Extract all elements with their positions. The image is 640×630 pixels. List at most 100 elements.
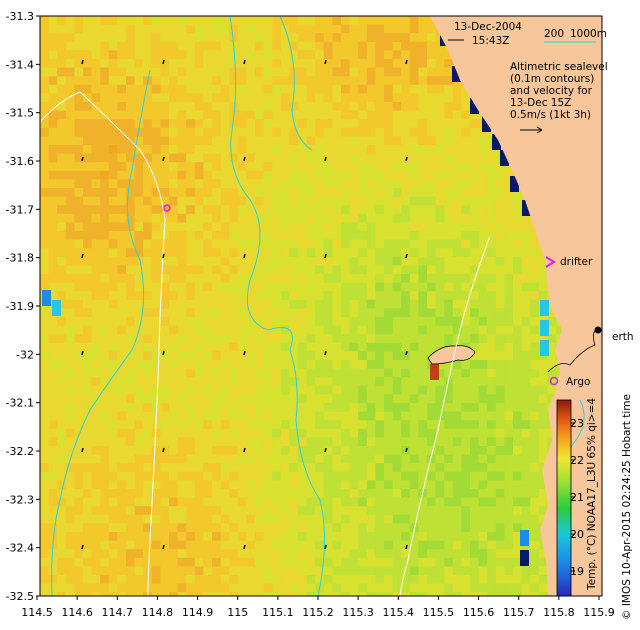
sst-pixel <box>366 377 376 387</box>
sst-pixel <box>349 50 359 60</box>
sst-pixel <box>65 523 75 533</box>
sst-pixel <box>452 540 462 550</box>
sst-pixel <box>212 282 222 292</box>
sst-pixel <box>358 497 368 507</box>
sst-pixel <box>392 299 402 309</box>
sst-pixel <box>212 428 222 438</box>
sst-pixel <box>306 84 316 94</box>
sst-pixel <box>427 411 437 421</box>
sst-pixel <box>143 394 153 404</box>
sst-pixel <box>315 317 325 327</box>
sst-pixel <box>134 334 144 344</box>
sst-pixel <box>358 110 368 120</box>
sst-pixel <box>306 256 316 266</box>
sst-pixel <box>246 454 256 464</box>
sst-pixel <box>83 583 93 593</box>
sst-pixel <box>435 506 445 516</box>
sst-pixel <box>169 540 179 550</box>
sst-pixel <box>229 213 239 223</box>
sst-pixel <box>65 299 75 309</box>
sst-pixel <box>83 549 93 559</box>
sst-pixel <box>91 110 101 120</box>
sst-pixel <box>427 213 437 223</box>
sst-pixel <box>306 566 316 576</box>
sst-pixel <box>289 549 299 559</box>
sst-pixel <box>495 282 505 292</box>
sst-pixel <box>461 213 471 223</box>
sst-pixel <box>272 265 282 275</box>
y-tick-label: -31.5 <box>6 107 34 120</box>
sst-pixel <box>323 351 333 361</box>
sst-pixel <box>108 50 118 60</box>
sst-pixel <box>117 368 127 378</box>
sst-pixel <box>392 110 402 120</box>
sst-pixel <box>504 411 514 421</box>
sst-pixel <box>427 84 437 94</box>
sst-pixel <box>134 437 144 447</box>
sst-pixel <box>83 299 93 309</box>
sst-pixel <box>418 256 428 266</box>
sst-pixel <box>272 463 282 473</box>
sst-pixel <box>418 16 428 26</box>
sst-pixel <box>504 454 514 464</box>
sst-pixel <box>298 282 308 292</box>
sst-pixel <box>263 213 273 223</box>
coastal-pixel <box>430 364 439 380</box>
sst-pixel <box>186 231 196 241</box>
sst-pixel <box>289 566 299 576</box>
sst-pixel <box>83 506 93 516</box>
sst-pixel <box>194 532 204 542</box>
sst-pixel <box>177 489 187 499</box>
sst-pixel <box>65 239 75 249</box>
sst-pixel <box>203 119 213 129</box>
sst-pixel <box>513 377 523 387</box>
sst-pixel <box>495 274 505 284</box>
sst-pixel <box>409 437 419 447</box>
sst-pixel <box>349 420 359 430</box>
sst-pixel <box>220 334 230 344</box>
sst-pixel <box>392 67 402 77</box>
sst-pixel <box>169 506 179 516</box>
sst-pixel <box>521 497 531 507</box>
velocity-arrow <box>243 447 246 453</box>
sst-pixel <box>246 351 256 361</box>
sst-pixel <box>332 24 342 34</box>
sst-pixel <box>487 308 497 318</box>
sst-pixel <box>298 394 308 404</box>
sst-pixel <box>427 265 437 275</box>
sst-pixel <box>392 213 402 223</box>
sst-pixel <box>341 334 351 344</box>
sst-pixel <box>203 575 213 585</box>
sst-pixel <box>212 557 222 567</box>
sst-pixel <box>392 136 402 146</box>
sst-pixel <box>392 411 402 421</box>
sst-pixel <box>332 566 342 576</box>
sst-pixel <box>530 360 540 370</box>
sst-pixel <box>366 506 376 516</box>
sst-pixel <box>74 334 84 344</box>
sst-pixel <box>74 411 84 421</box>
sst-pixel <box>530 549 540 559</box>
sst-pixel <box>315 110 325 120</box>
sst-pixel <box>409 170 419 180</box>
sst-pixel <box>143 59 153 69</box>
sst-pixel <box>177 102 187 112</box>
sst-pixel <box>521 334 531 344</box>
sst-pixel <box>74 480 84 490</box>
sst-pixel <box>349 213 359 223</box>
sst-pixel <box>255 566 265 576</box>
sst-pixel <box>298 16 308 26</box>
sst-pixel <box>255 480 265 490</box>
sst-pixel <box>177 145 187 155</box>
sst-pixel <box>495 428 505 438</box>
sst-pixel <box>40 489 50 499</box>
sst-pixel <box>57 50 67 60</box>
sst-pixel <box>220 145 230 155</box>
sst-pixel <box>427 274 437 284</box>
sst-pixel <box>375 523 385 533</box>
sst-pixel <box>177 84 187 94</box>
sst-pixel <box>306 222 316 232</box>
sst-pixel <box>384 67 394 77</box>
sst-pixel <box>229 265 239 275</box>
sst-pixel <box>126 420 136 430</box>
